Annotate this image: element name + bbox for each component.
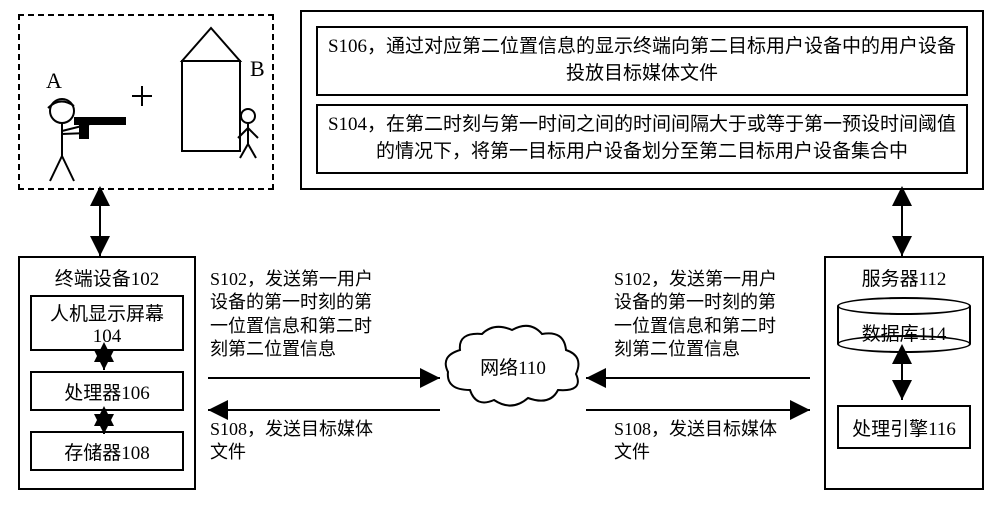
step-s104: S104，在第二时刻与第一时间之间的时间间隔大于或等于第一预设时间阈值的情况下，… (316, 104, 968, 174)
server-db-text: 数据库114 (837, 319, 971, 346)
server-title: 服务器112 (862, 264, 947, 291)
server-box: 服务器112 数据库114 处理引擎116 (824, 256, 984, 490)
network-cloud: 网络110 (438, 320, 588, 420)
server-db: 数据库114 (837, 297, 971, 353)
terminal-screen: 人机显示屏幕 104 (30, 295, 184, 351)
terminal-cpu: 处理器106 (30, 371, 184, 411)
step-s104-text: S104，在第二时刻与第一时间之间的时间间隔大于或等于第一预设时间阈值的情况下，… (318, 108, 966, 169)
terminal-cpu-text: 处理器106 (64, 378, 150, 405)
scene-label-a: A (46, 68, 62, 93)
network-label: 网络110 (480, 357, 546, 379)
edge-s108-left: S108，发送目标媒体 文件 (210, 418, 430, 465)
terminal-device: 终端设备102 人机显示屏幕 104 处理器106 存储器108 (18, 256, 196, 490)
step-s106-text: S106，通过对应第二位置信息的显示终端向第二目标用户设备中的用户设备投放目标媒… (318, 30, 966, 91)
edge-s108-right: S108，发送目标媒体 文件 (614, 418, 834, 465)
scene-box: A B (18, 14, 274, 190)
step-s106: S106，通过对应第二位置信息的显示终端向第二目标用户设备中的用户设备投放目标媒… (316, 26, 968, 96)
edge-s102-right: S102，发送第一用户 设备的第一时刻的第 一位置信息和第二时 刻第二位置信息 (614, 268, 814, 362)
edge-s102-left: S102，发送第一用户 设备的第一时刻的第 一位置信息和第二时 刻第二位置信息 (210, 268, 410, 362)
terminal-mem-text: 存储器108 (64, 438, 150, 465)
terminal-mem: 存储器108 (30, 431, 184, 471)
server-engine: 处理引擎116 (837, 405, 971, 449)
terminal-screen-text: 人机显示屏幕 104 (50, 299, 164, 348)
steps-container: S106，通过对应第二位置信息的显示终端向第二目标用户设备中的用户设备投放目标媒… (300, 10, 984, 190)
scene-illustration: A B (20, 16, 272, 188)
scene-label-b: B (250, 56, 265, 81)
server-engine-text: 处理引擎116 (852, 414, 956, 441)
terminal-title: 终端设备102 (55, 264, 160, 291)
